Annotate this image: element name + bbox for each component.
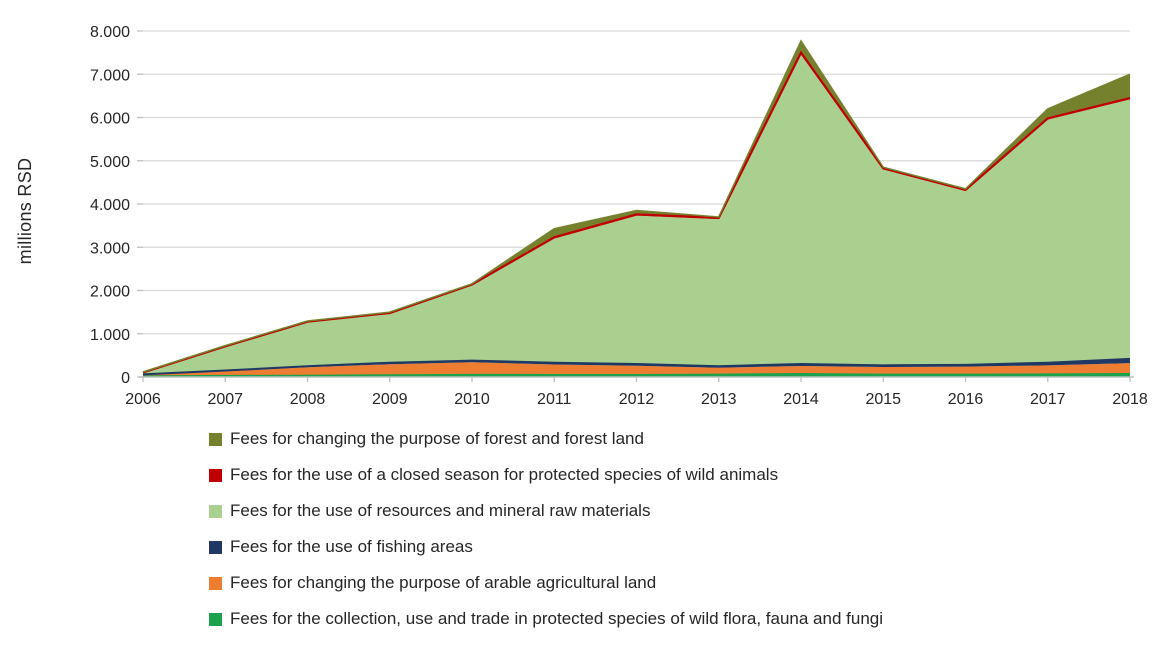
x-tick-label: 2017: [1030, 391, 1066, 408]
legend-swatch-resources-mineral-raw-materials: [209, 504, 222, 518]
y-tick-label: 2.000: [90, 284, 130, 301]
edge-flora-fauna-fungi: [142, 372, 1131, 378]
legend-swatch-closed-season-wild-animals: [209, 468, 222, 482]
y-tick-label: 0: [121, 370, 130, 387]
y-tick-label: 8.000: [90, 24, 130, 41]
legend-swatch-flora-fauna-fungi: [209, 612, 222, 626]
y-tick-label: 7.000: [90, 67, 130, 84]
x-tick-label: 2014: [783, 391, 819, 408]
legend-item-flora-fauna-fungi: Fees for the collection, use and trade i…: [209, 601, 883, 637]
legend-label-arable-agricultural-land: Fees for changing the purpose of arable …: [230, 573, 657, 592]
x-tick-label: 2018: [1112, 391, 1148, 408]
y-tick-label: 5.000: [90, 154, 130, 171]
x-tick-label: 2015: [865, 391, 901, 408]
x-tick-label: 2013: [701, 391, 737, 408]
legend-swatch-forest-and-forest-land: [209, 432, 222, 446]
legend-label-forest-and-forest-land: Fees for changing the purpose of forest …: [230, 429, 644, 448]
x-tick-label: 2008: [290, 391, 326, 408]
y-tick-label: 3.000: [90, 240, 130, 257]
edge-fishing-areas: [142, 357, 1131, 376]
legend-item-forest-and-forest-land: Fees for changing the purpose of forest …: [209, 421, 883, 457]
y-tick-label: 6.000: [90, 111, 130, 128]
y-tick-label: 4.000: [90, 197, 130, 214]
legend-item-arable-agricultural-land: Fees for changing the purpose of arable …: [209, 565, 883, 601]
x-tick-label: 2016: [948, 391, 984, 408]
legend-item-fishing-areas: Fees for the use of fishing areas: [209, 529, 883, 565]
legend-label-flora-fauna-fungi: Fees for the collection, use and trade i…: [230, 609, 884, 628]
legend-label-fishing-areas: Fees for the use of fishing areas: [230, 537, 473, 556]
legend-label-closed-season-wild-animals: Fees for the use of a closed season for …: [230, 465, 779, 484]
area-resources-mineral-raw-materials: [143, 54, 1130, 375]
edge-forest-and-forest-land: [142, 39, 1131, 373]
legend-label-resources-mineral-raw-materials: Fees for the use of resources and minera…: [230, 501, 651, 520]
x-tick-label: 2007: [207, 391, 243, 408]
x-tick-label: 2009: [372, 391, 408, 408]
stacked-area-chart: 0 1.000 2.000 3.000 4.000 5.000 6.000 7.000 8.00…: [90, 24, 1148, 408]
x-tick-label: 2010: [454, 391, 490, 408]
area-arable-agricultural-land: [143, 362, 1130, 377]
legend-item-closed-season-wild-animals: Fees for the use of a closed season for …: [209, 457, 883, 493]
y-tick-label: 1.000: [90, 327, 130, 344]
x-tick-label: 2011: [537, 391, 572, 408]
x-tick-label: 2006: [125, 391, 161, 408]
x-tick-label: 2012: [619, 391, 655, 408]
legend: Fees for changing the purpose of forest …: [209, 421, 883, 637]
legend-swatch-fishing-areas: [209, 540, 222, 554]
legend-swatch-arable-agricultural-land: [209, 576, 222, 590]
legend-item-resources-mineral-raw-materials: Fees for the use of resources and minera…: [209, 493, 883, 529]
